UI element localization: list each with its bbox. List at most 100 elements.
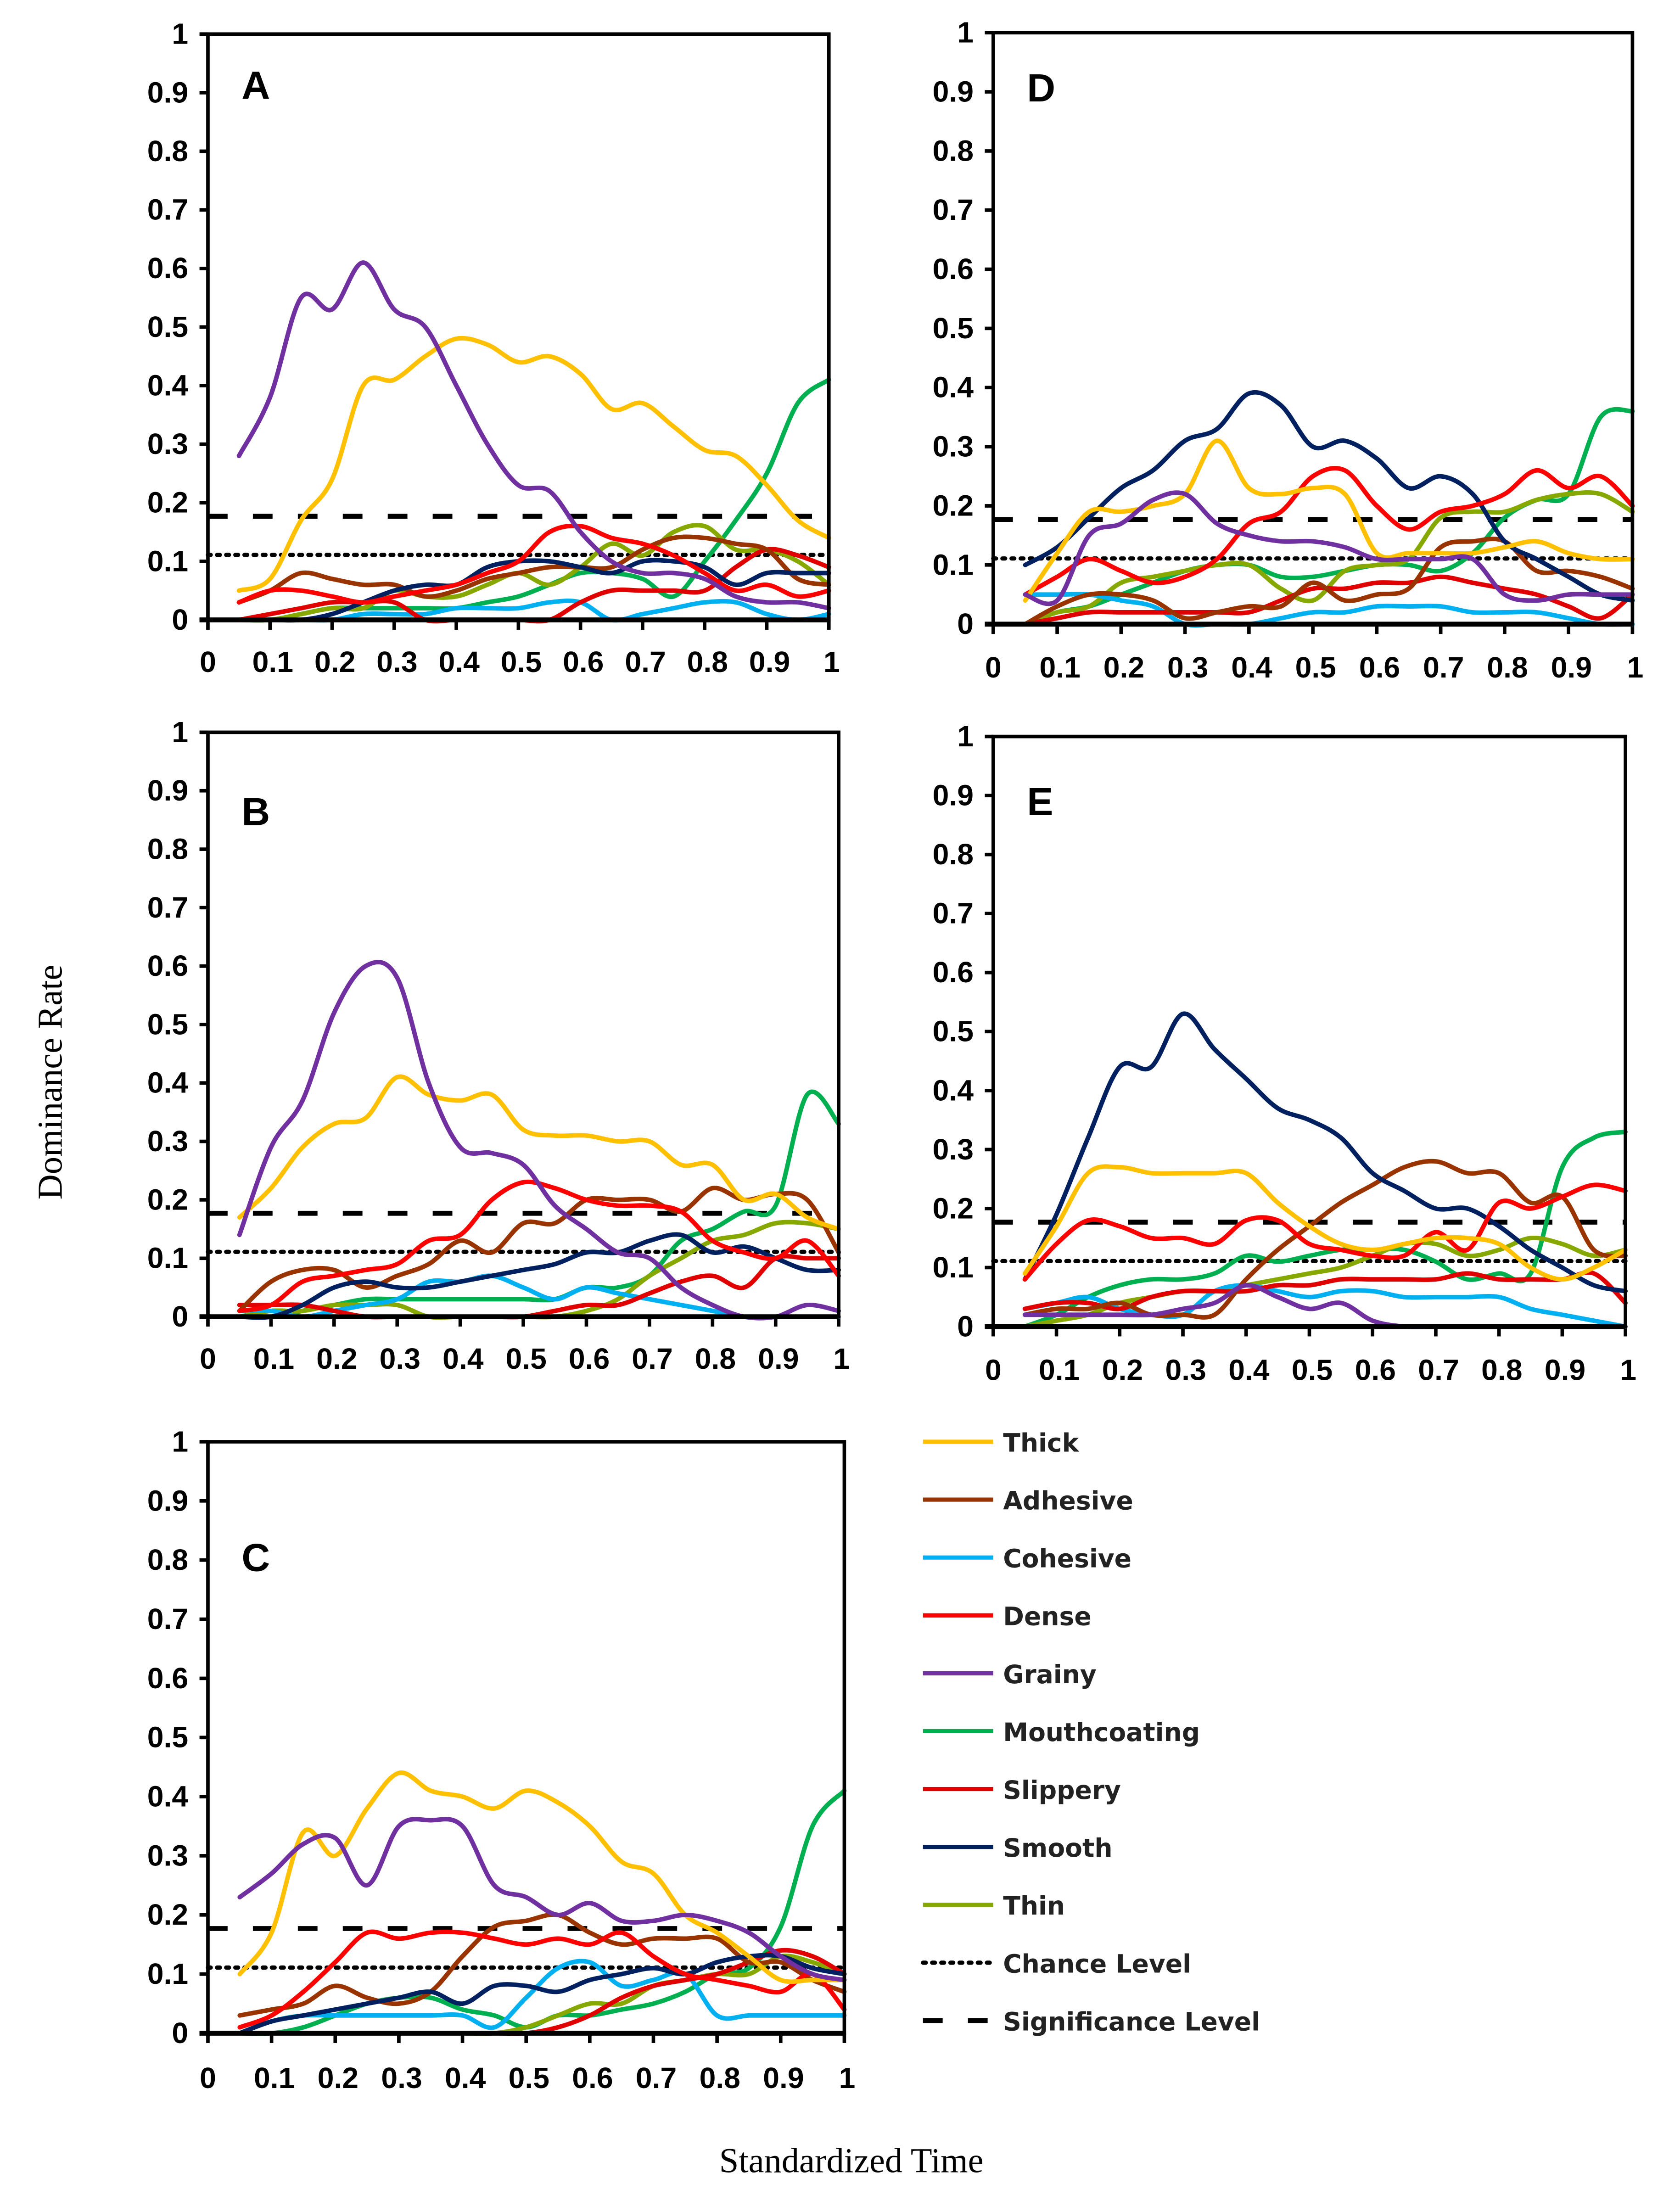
x-tick-label: 0.2 (316, 1342, 357, 1375)
x-tick-label: 1 (839, 2061, 856, 2094)
x-tick-label: 0.1 (253, 1342, 294, 1375)
series-line-adhesive (1022, 1159, 1628, 1320)
series-line-thick (1023, 438, 1635, 603)
x-tick-label: 0 (200, 1342, 216, 1375)
x-tick-label: 0.6 (1355, 1353, 1396, 1386)
y-tick-label: 0.8 (147, 1543, 188, 1576)
plot-frame (206, 32, 831, 622)
y-tick-label: 0.9 (147, 76, 188, 109)
y-tick-label: 1 (172, 1425, 188, 1458)
x-tick-label: 0.2 (318, 2061, 358, 2094)
x-tick-label: 0.8 (700, 2061, 740, 2094)
series-line-thick (237, 1074, 841, 1232)
legend-item-grainy: Grainy (923, 1660, 1097, 1689)
y-tick-label: 0.3 (147, 1125, 188, 1158)
y-tick-label: 0.9 (933, 75, 974, 108)
y-tick-label: 0.1 (147, 1957, 188, 1990)
x-tick-label: 0.1 (252, 645, 293, 678)
x-tick-label: 0.6 (563, 645, 604, 678)
legend-item-smooth: Smooth (923, 1833, 1113, 1863)
legend-label: Slippery (1003, 1775, 1121, 1805)
y-tick-label: 0 (172, 2016, 188, 2050)
y-tick-label: 0.2 (147, 486, 188, 519)
y-tick-label: 0.5 (933, 1015, 974, 1048)
series-line-grainy (237, 960, 841, 1321)
series-line-thick (236, 336, 831, 593)
legend-item-dense: Dense (923, 1602, 1092, 1631)
x-tick-label: 0.8 (1481, 1353, 1522, 1386)
series-line-smooth (1022, 1011, 1628, 1294)
x-tick-label: 0.8 (687, 645, 728, 678)
x-tick-label: 0.6 (1359, 651, 1400, 684)
panel-label: E (1027, 780, 1053, 824)
x-tick-label: 0.4 (445, 2061, 486, 2094)
legend-label: Chance Level (1003, 1949, 1191, 1978)
series-line-cohesive (237, 1959, 847, 2036)
x-tick-label: 0.3 (1167, 651, 1208, 684)
x-tick-label: 1 (833, 1342, 850, 1375)
y-tick-label: 0 (172, 603, 188, 636)
y-tick-label: 0.9 (147, 1484, 188, 1517)
panel-c: 0 0.1 0.2 0.3 0.4 0.5 0.6 0.7 0.8 0.9 1 0 0.1 0.2 0.3 0… (147, 1425, 856, 2094)
legend-label: Dense (1003, 1602, 1091, 1631)
plot-frame (206, 730, 841, 1319)
y-tick-label: 0.1 (933, 1251, 974, 1284)
legend-item-cohesive: Cohesive (923, 1544, 1131, 1574)
series-line-grainy (236, 260, 831, 610)
legend-item-mouthcoating: Mouthcoating (923, 1718, 1200, 1747)
series-line-slippery (1022, 1270, 1628, 1311)
x-tick-label: 0 (985, 651, 1002, 684)
y-tick-label: 0.4 (933, 371, 974, 404)
x-tick-label: 0.9 (763, 2061, 804, 2094)
y-tick-label: 0.2 (933, 489, 974, 522)
y-tick-label: 0.5 (933, 312, 974, 345)
x-tick-label: 0.6 (569, 1342, 610, 1375)
y-tick-label: 0.6 (933, 252, 974, 286)
legend-item-thick: Thick (923, 1428, 1080, 1457)
y-tick-label: 0.6 (147, 1662, 188, 1695)
y-tick-label: 0.7 (933, 193, 974, 226)
y-tick-label: 0.7 (933, 897, 974, 930)
x-tick-label: 0.7 (625, 645, 666, 678)
y-tick-label: 0.6 (933, 956, 974, 989)
legend-label: Significance Level (1003, 2007, 1260, 2036)
panel-b: 0 0.1 0.2 0.3 0.4 0.5 0.6 0.7 0.8 0.9 1 0 0.1 0.2 0.3 0… (147, 716, 850, 1375)
legend-item-significance-level: Significance Level (923, 2007, 1260, 2036)
y-tick-label: 0.4 (933, 1074, 974, 1107)
x-tick-label: 0.5 (1295, 651, 1336, 684)
x-tick-label: 0.8 (1487, 651, 1528, 684)
y-tick-label: 0.5 (147, 1721, 188, 1754)
x-tick-label: 0.4 (439, 645, 480, 678)
legend-label: Mouthcoating (1003, 1718, 1200, 1747)
x-tick-label: 0.2 (314, 645, 355, 678)
panel-label: C (241, 1536, 270, 1580)
y-tick-label: 0.2 (147, 1898, 188, 1931)
y-tick-label: 0.1 (147, 1242, 188, 1275)
series-line-smooth (1023, 390, 1635, 603)
series-line-dense (237, 1929, 847, 2030)
series-line-mouthcoating (237, 1788, 847, 2036)
series-line-smooth (237, 1953, 847, 2036)
x-tick-label: 0.2 (1103, 651, 1144, 684)
y-tick-label: 0.3 (933, 1133, 974, 1166)
x-tick-label: 0.3 (376, 645, 417, 678)
x-tick-label: 0.1 (1039, 1353, 1080, 1386)
x-tick-label: 0.3 (381, 2061, 422, 2094)
legend-item-adhesive: Adhesive (923, 1486, 1133, 1516)
panel-e: 0 0.1 0.2 0.3 0.4 0.5 0.6 0.7 0.8 0.9 1 0 0.1 0.2 0.3 0… (933, 720, 1636, 1386)
x-tick-label: 0.8 (695, 1342, 736, 1375)
x-tick-label: 0.9 (1551, 651, 1592, 684)
series-line-thick (237, 1770, 847, 1984)
x-tick-label: 0.7 (1418, 1353, 1459, 1386)
y-tick-label: 0.2 (147, 1183, 188, 1216)
panel-label: D (1027, 66, 1055, 110)
series-line-cohesive (1023, 592, 1635, 628)
x-tick-label: 0.4 (442, 1342, 484, 1375)
x-tick-label: 1 (1620, 1353, 1636, 1386)
x-tick-label: 0.7 (1423, 651, 1464, 684)
y-tick-label: 0.7 (147, 891, 188, 924)
legend-item-thin: Thin (923, 1891, 1065, 1921)
x-tick-label: 1 (1627, 651, 1644, 684)
series-line-mouthcoating (1022, 1129, 1628, 1329)
